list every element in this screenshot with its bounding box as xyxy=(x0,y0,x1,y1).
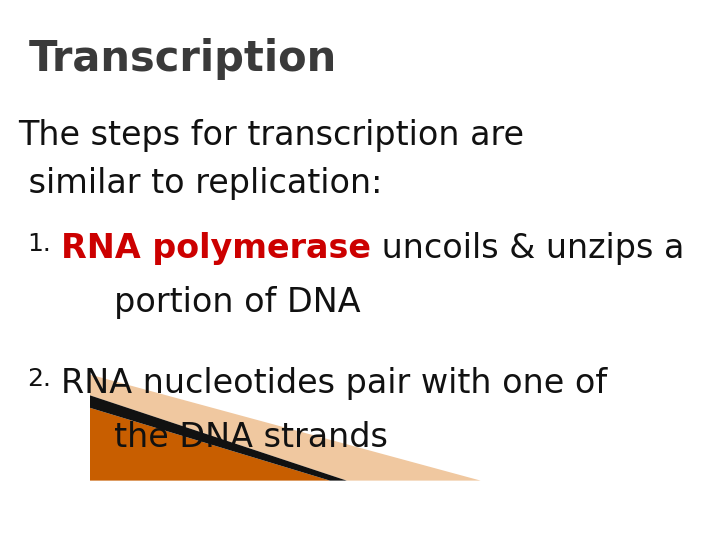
Polygon shape xyxy=(90,375,481,481)
Text: uncoils & unzips a: uncoils & unzips a xyxy=(372,232,685,265)
Text: portion of DNA: portion of DNA xyxy=(61,286,361,319)
Text: the DNA strands: the DNA strands xyxy=(61,421,388,454)
Polygon shape xyxy=(90,395,347,481)
Text: RNA polymerase: RNA polymerase xyxy=(61,232,372,265)
Text: RNA nucleotides pair with one of: RNA nucleotides pair with one of xyxy=(61,367,608,400)
Text: 1.: 1. xyxy=(27,232,51,256)
Polygon shape xyxy=(90,408,330,481)
Text: Transcription: Transcription xyxy=(29,38,337,80)
Text: 2.: 2. xyxy=(27,367,51,391)
Text: similar to replication:: similar to replication: xyxy=(18,167,382,200)
Text: The steps for transcription are: The steps for transcription are xyxy=(18,119,524,152)
